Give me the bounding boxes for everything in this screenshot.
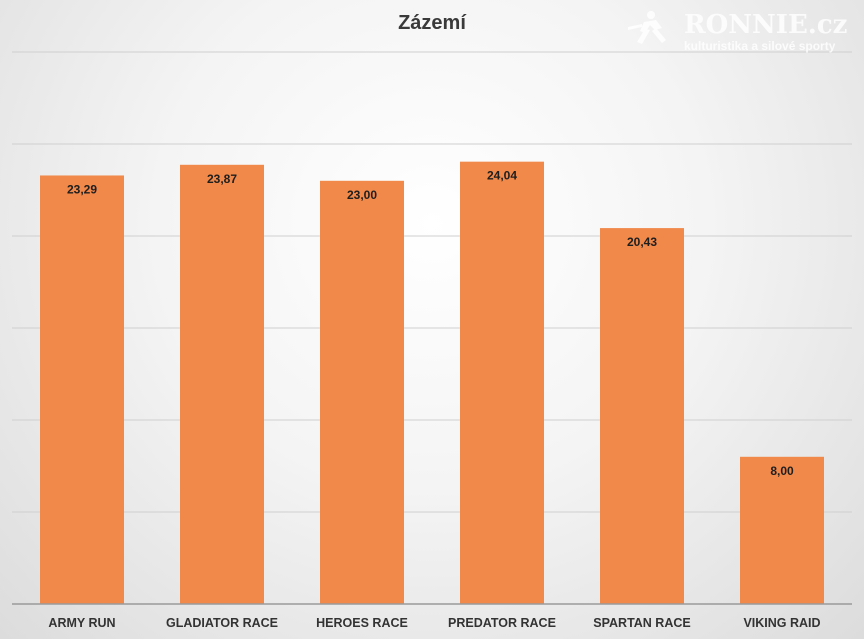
category-label: ARMY RUN (48, 616, 115, 630)
gridlines (12, 51, 852, 513)
chart-title: Zázemí (398, 12, 467, 34)
value-labels: 23,29 23,87 23,00 24,04 20,43 8,00 (67, 169, 794, 478)
watermark-tagline: kulturistika a silové sporty (684, 39, 836, 53)
bar (460, 161, 544, 604)
watermark-brand: RONNIE.cz (684, 10, 847, 40)
bar (180, 164, 264, 605)
category-label: SPARTAN RACE (593, 616, 690, 630)
bar (40, 175, 124, 605)
category-label: HEROES RACE (316, 616, 408, 630)
bar (600, 228, 684, 604)
category-label: GLADIATOR RACE (166, 616, 278, 630)
category-labels: ARMY RUN GLADIATOR RACE HEROES RACE PREDATO… (48, 616, 820, 630)
value-label: 8,00 (770, 464, 794, 478)
value-label: 23,00 (347, 188, 377, 202)
bar (320, 180, 404, 605)
category-label: PREDATOR RACE (448, 616, 556, 630)
bars (40, 161, 824, 605)
value-label: 23,29 (67, 182, 97, 196)
bar (740, 456, 824, 604)
runner-logo-icon (628, 11, 666, 44)
value-label: 23,87 (207, 172, 237, 186)
value-label: 24,04 (487, 169, 517, 183)
category-label: VIKING RAID (743, 616, 820, 630)
ronnie-watermark: RONNIE.cz kulturistika a silové sporty (628, 10, 847, 53)
value-label: 20,43 (627, 235, 657, 249)
